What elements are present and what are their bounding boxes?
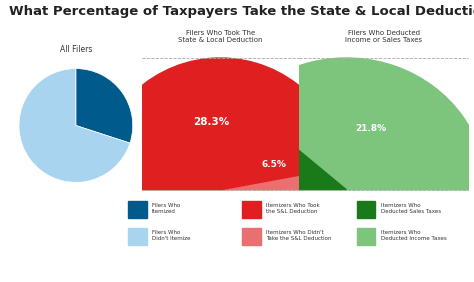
Text: 30%: 30%: [23, 180, 49, 190]
Text: 6.5%: 6.5%: [262, 160, 287, 169]
Text: 21.8%: 21.8%: [356, 124, 387, 133]
Wedge shape: [207, 103, 346, 190]
Wedge shape: [241, 58, 474, 190]
Text: Filers Who
Didn't Itemize: Filers Who Didn't Itemize: [152, 230, 191, 241]
Text: @TaxFoundation: @TaxFoundation: [395, 265, 465, 274]
Bar: [356, 201, 375, 218]
Text: Itemizers Who Didn't
Take the S&L Deduction: Itemizers Who Didn't Take the S&L Deduct…: [266, 230, 332, 241]
Bar: [128, 201, 147, 218]
Title: All Filers: All Filers: [60, 45, 92, 54]
Wedge shape: [19, 69, 130, 182]
Text: TAX FOUNDATION: TAX FOUNDATION: [9, 265, 93, 274]
Text: Itemizers Who
Deducted Income Taxes: Itemizers Who Deducted Income Taxes: [381, 230, 447, 241]
Wedge shape: [220, 166, 349, 190]
Text: 28.3%: 28.3%: [193, 117, 229, 127]
Title: Filers Who Deducted
Income or Sales Taxes: Filers Who Deducted Income or Sales Taxe…: [346, 30, 422, 43]
Text: Itemizers Who Took
the S&L Deduction: Itemizers Who Took the S&L Deduction: [266, 203, 320, 214]
Wedge shape: [76, 69, 133, 143]
Text: Itemizers Who
Deducted Sales Taxes: Itemizers Who Deducted Sales Taxes: [381, 203, 441, 214]
Bar: [128, 228, 147, 245]
Title: Filers Who Took The
State & Local Deduction: Filers Who Took The State & Local Deduct…: [178, 30, 263, 43]
Text: What Percentage of Taxpayers Take the State & Local Deduction?: What Percentage of Taxpayers Take the St…: [9, 5, 474, 18]
Text: Filers Who
Itemized: Filers Who Itemized: [152, 203, 180, 214]
Bar: [356, 228, 375, 245]
Wedge shape: [92, 58, 346, 190]
Bar: [242, 201, 261, 218]
Bar: [242, 228, 261, 245]
